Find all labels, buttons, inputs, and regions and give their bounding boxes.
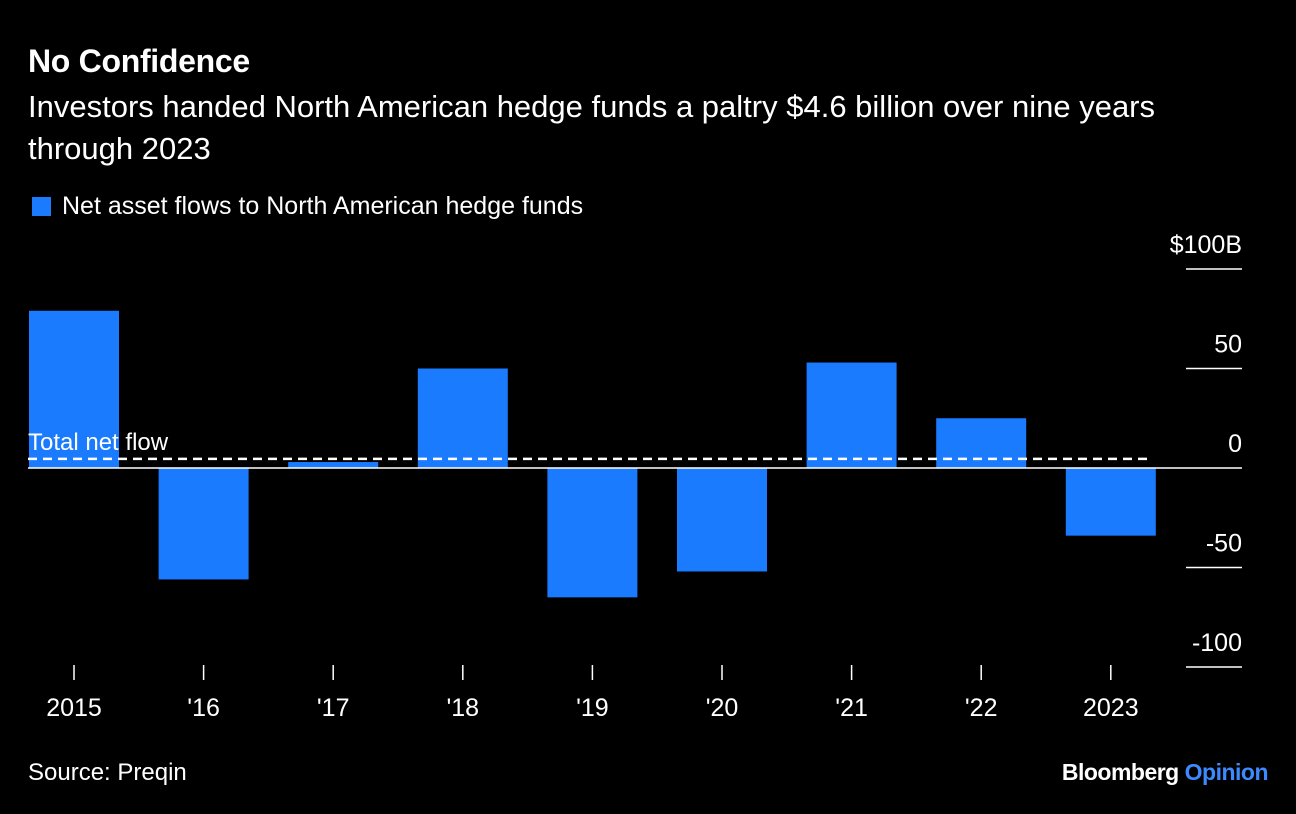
x-tick-label: 2023 bbox=[1083, 694, 1139, 722]
chart-subtitle: Investors handed North American hedge fu… bbox=[28, 89, 1156, 166]
legend-label: Net asset flows to North American hedge … bbox=[62, 192, 584, 220]
bar bbox=[417, 368, 508, 468]
x-tick-label: 2015 bbox=[46, 694, 102, 722]
legend: Net asset flows to North American hedge … bbox=[32, 190, 583, 222]
y-tick-label: 50 bbox=[1214, 331, 1242, 359]
bar bbox=[1065, 468, 1156, 536]
brand-suffix: Opinion bbox=[1184, 759, 1269, 785]
bar bbox=[158, 468, 249, 580]
brand-name: Bloomberg bbox=[1061, 759, 1179, 785]
bar bbox=[806, 362, 897, 468]
x-tick-label: '18 bbox=[447, 694, 480, 722]
source-note: Source: Preqin bbox=[28, 759, 187, 786]
x-tick-label: '19 bbox=[576, 694, 609, 722]
legend-swatch bbox=[32, 196, 51, 216]
x-tick-label: '20 bbox=[706, 694, 739, 722]
y-tick-label: 0 bbox=[1228, 430, 1242, 458]
x-tick-label: '21 bbox=[835, 694, 868, 722]
x-tick-label: '16 bbox=[187, 694, 220, 722]
bar bbox=[677, 468, 767, 572]
y-tick-label: $100B bbox=[1170, 231, 1242, 259]
bar bbox=[547, 468, 638, 598]
bar bbox=[936, 418, 1027, 468]
y-tick-label: -50 bbox=[1206, 530, 1242, 558]
y-tick-label: -100 bbox=[1192, 629, 1242, 657]
bar bbox=[288, 462, 379, 468]
x-tick-label: '22 bbox=[965, 694, 998, 722]
total-net-flow-label: Total net flow bbox=[28, 429, 169, 456]
x-tick-label: '17 bbox=[317, 694, 350, 722]
brand-logo: Bloomberg Opinion bbox=[1061, 757, 1269, 787]
bar bbox=[29, 310, 119, 468]
chart-title: No Confidence bbox=[28, 43, 250, 79]
